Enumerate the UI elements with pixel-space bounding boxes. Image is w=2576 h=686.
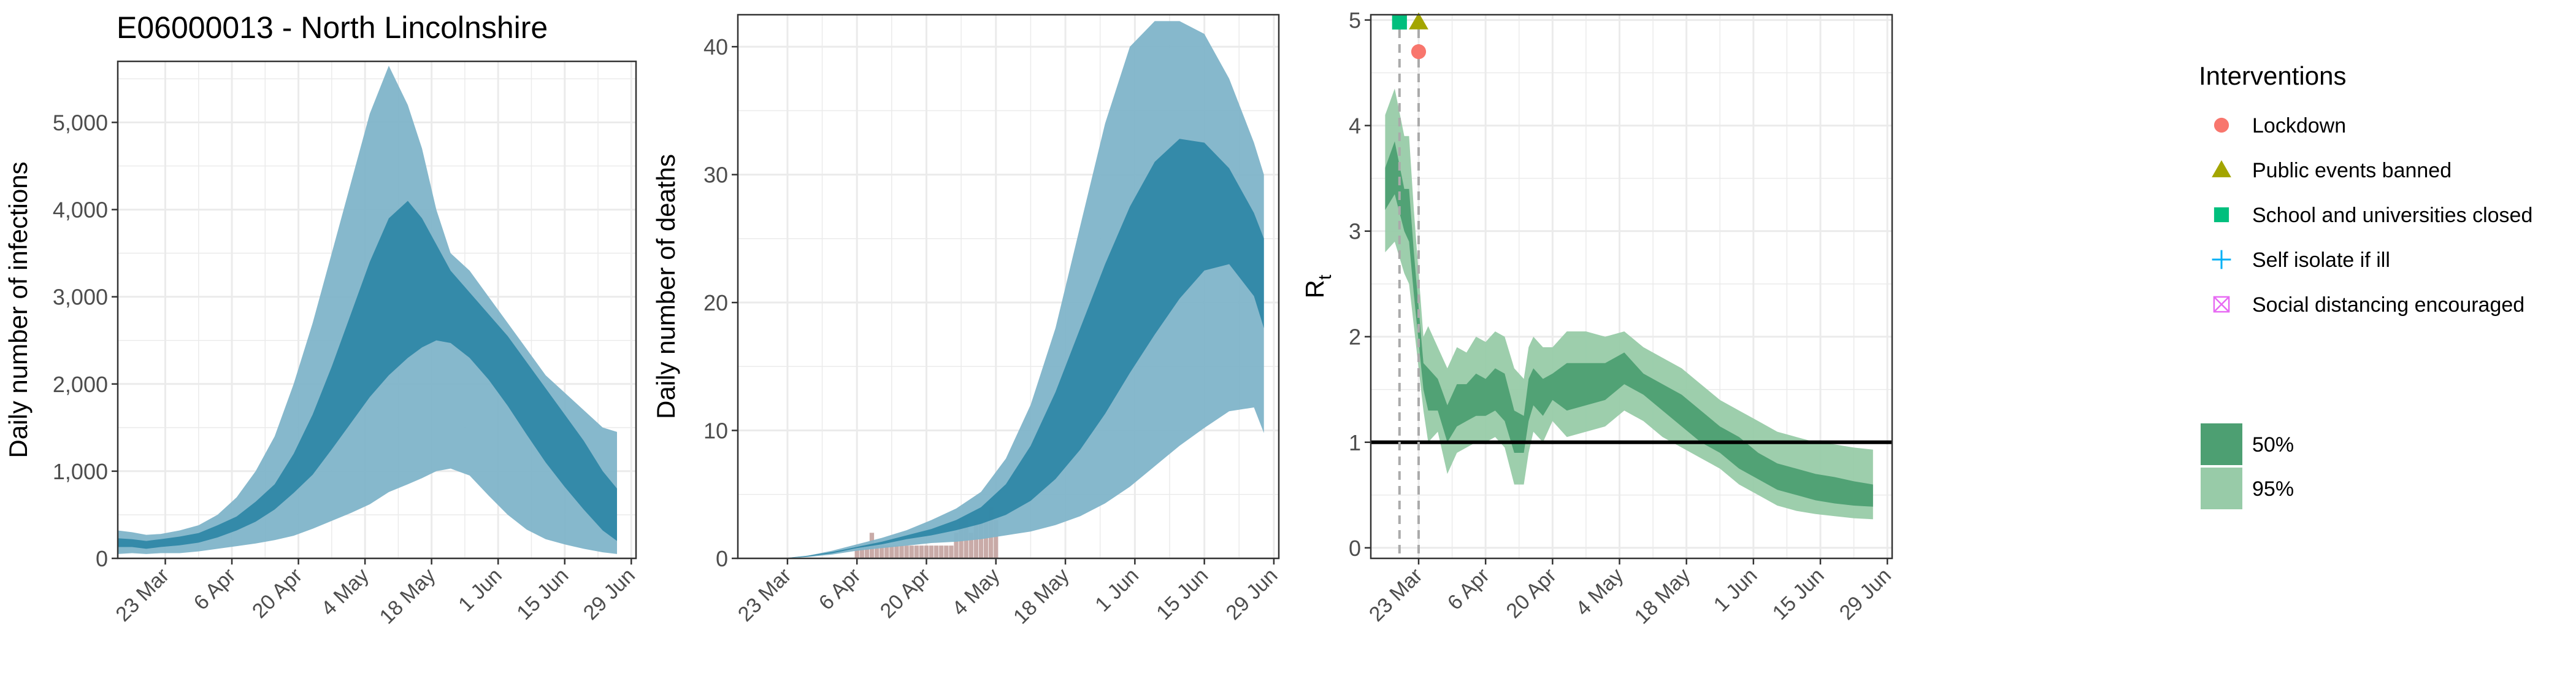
panel-3-band-50pct (1385, 141, 1873, 507)
legend-item-label: Lockdown (2252, 114, 2346, 137)
panel-1-y-tick-label: 4,000 (53, 198, 108, 223)
panel-2-death-bar (939, 545, 944, 558)
legend-key-square (2214, 207, 2229, 223)
legend-key-plus (2212, 250, 2231, 269)
panel-2-y-tick-label: 40 (703, 34, 728, 60)
panel-3-y-tick-label: 3 (1349, 219, 1361, 244)
panel-2-death-bar (864, 545, 870, 558)
panel-2-y-axis-title: Daily number of deaths (651, 154, 680, 419)
panel-2-death-bar (909, 545, 914, 558)
panel-3-y-tick-label: 5 (1349, 8, 1361, 33)
panel-2-death-bar (983, 520, 989, 558)
panel-2-y-tick-label: 30 (703, 163, 728, 188)
panel-2-death-bar (954, 533, 959, 558)
intervention-marker-square (1392, 14, 1407, 30)
panel-2-death-bar (914, 545, 919, 558)
panel-2-death-bar (904, 545, 909, 558)
figure-title: E06000013 - North Lincolnshire (117, 10, 548, 45)
panel-2-death-bar (854, 545, 859, 558)
panel-2-death-bar (929, 545, 934, 558)
panel-2-death-bar (880, 545, 884, 558)
panel-2-death-bar (859, 545, 864, 558)
panel-2-y-tick-label: 20 (703, 290, 728, 315)
panel-2-death-bar (899, 545, 904, 558)
panel-1-y-axis-title: Daily number of infections (4, 161, 33, 458)
legend-band-label: 50% (2252, 433, 2294, 457)
panel-1-band-50pct (118, 201, 617, 549)
legend-key-circle (2214, 117, 2229, 133)
legend-item-label: School and universities closed (2252, 204, 2532, 227)
legend-band-swatch (2201, 468, 2242, 509)
panel-2-band-95pct (782, 21, 1264, 558)
intervention-marker-circle (1411, 44, 1427, 60)
legend-item-label: Social distancing encouraged (2252, 293, 2524, 317)
panel-1-y-tick-label: 5,000 (53, 110, 108, 135)
panel-2-death-bar (919, 545, 924, 558)
y-axis-title-subscript: t (1315, 274, 1335, 280)
legend-interventions-title: Interventions (2199, 61, 2346, 90)
intervention-marker-triangle (1409, 12, 1428, 29)
panel-1-y-tick-label: 2,000 (53, 372, 108, 397)
legend-key-triangle (2212, 160, 2231, 177)
legend-item-label: Public events banned (2252, 159, 2451, 182)
panel-2-death-bar (894, 545, 899, 558)
panel-2-death-bar (994, 520, 999, 558)
panel-2-death-bar (874, 545, 880, 558)
panel-2-border (737, 13, 1280, 560)
legend-band-swatch (2201, 423, 2242, 465)
panel-2-death-bar (924, 545, 929, 558)
panel-1-y-tick-label: 0 (96, 546, 108, 571)
legend-item-label: Self isolate if ill (2252, 249, 2390, 272)
panel-3-y-tick-label: 1 (1349, 430, 1361, 455)
panel-3-border (1370, 13, 1893, 560)
panel-2-y-tick-label: 0 (716, 546, 728, 571)
panel-2-death-bar (889, 545, 894, 558)
panel-2-death-bar (884, 545, 889, 558)
panel-1-y-tick-label: 1,000 (53, 459, 108, 484)
panel-2-death-bar (978, 520, 984, 558)
panel-2-death-bar (944, 545, 949, 558)
panel-1-y-tick-label: 3,000 (53, 285, 108, 310)
panel-2-death-bar (968, 533, 973, 558)
panel-2-death-bar (934, 545, 939, 558)
panel-2-band-50pct (782, 139, 1264, 558)
panel-3-y-tick-label: 0 (1349, 536, 1361, 561)
panel-1-border (117, 60, 637, 560)
panel-3-y-tick-label: 2 (1349, 325, 1361, 350)
panel-2-death-bar (949, 545, 954, 558)
panel-3-y-tick-label: 4 (1349, 114, 1361, 139)
legend-band-label: 95% (2252, 477, 2294, 501)
panel-2-y-tick-label: 10 (703, 418, 728, 444)
legend-key-boxcross (2213, 296, 2230, 313)
